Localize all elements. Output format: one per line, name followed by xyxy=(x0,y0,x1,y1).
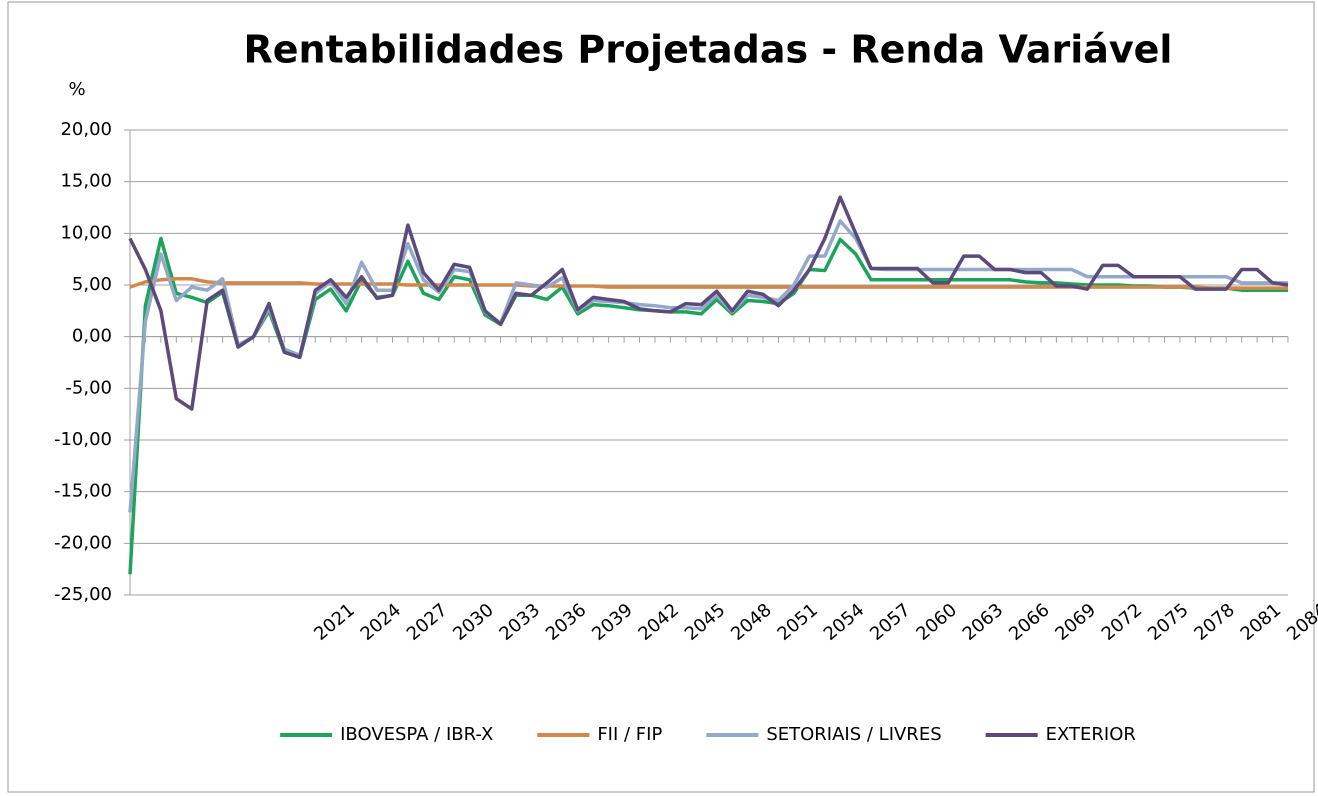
chart-border xyxy=(7,1,1315,793)
series-line xyxy=(128,195,1289,411)
legend-label: IBOVESPA / IBR-X xyxy=(340,724,493,745)
y-tick-label: 15,00 xyxy=(60,171,112,192)
legend-label: FII / FIP xyxy=(597,724,662,745)
y-tick-label: 5,00 xyxy=(72,274,112,295)
y-tick-label: 20,00 xyxy=(60,119,112,140)
y-tick-label: -5,00 xyxy=(65,377,112,398)
series-line xyxy=(128,236,1288,575)
y-tick-label: -25,00 xyxy=(54,584,112,605)
chart-title: Rentabilidades Projetadas - Renda Variáv… xyxy=(244,28,1173,72)
legend-label: SETORIAIS / LIVRES xyxy=(766,724,941,745)
y-tick-label: -10,00 xyxy=(54,429,112,450)
y-axis-label: % xyxy=(68,79,85,100)
y-tick-label: 10,00 xyxy=(60,222,112,243)
legend-label: EXTERIOR xyxy=(1046,724,1136,745)
y-tick-label: 0,00 xyxy=(72,326,112,347)
y-tick-label: -20,00 xyxy=(54,532,112,553)
y-tick-label: -15,00 xyxy=(54,481,112,502)
